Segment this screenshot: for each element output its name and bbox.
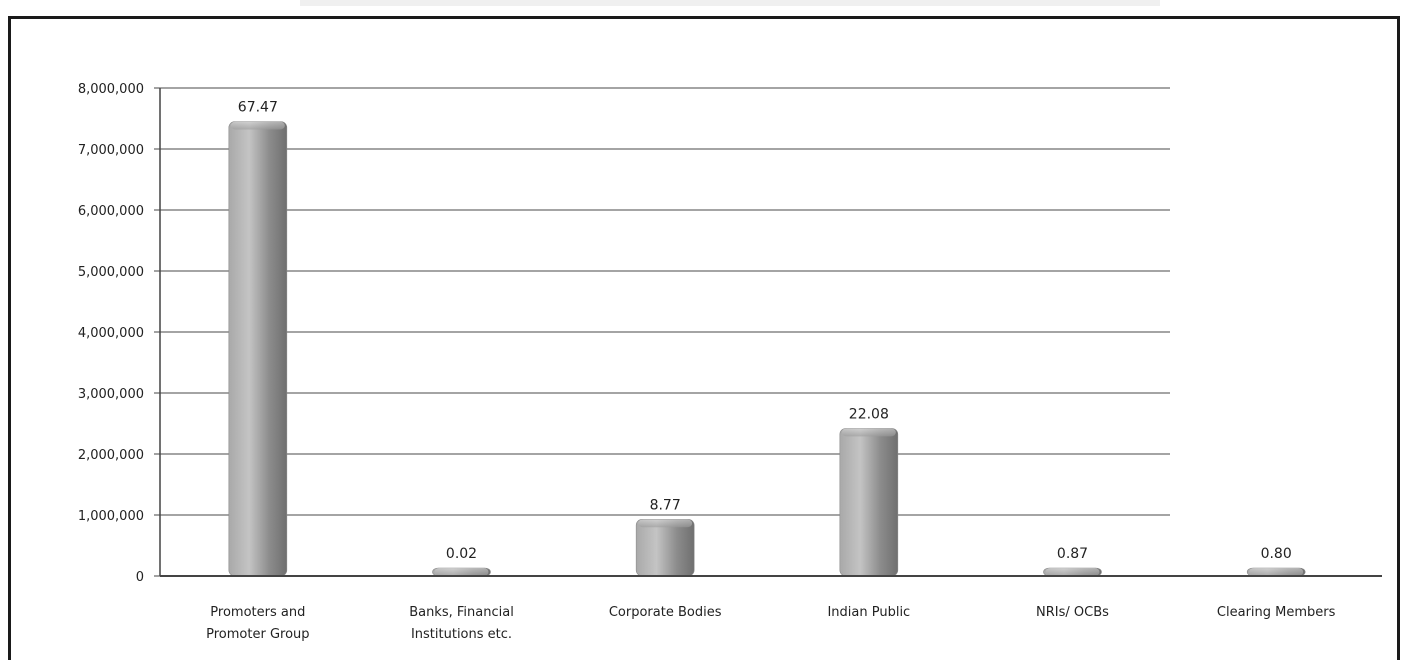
x-tick-label-line: Clearing Members bbox=[1217, 605, 1336, 620]
bar-cap bbox=[638, 519, 693, 528]
y-tick-label: 0 bbox=[136, 570, 144, 585]
x-tick-label: NRIs/ OCBs bbox=[1036, 605, 1109, 620]
y-axis: 0 1,000,000 2,000,000 3,000,000 4,000,000 5,0… bbox=[78, 82, 161, 585]
y-tick-label: 6,000,000 bbox=[78, 204, 144, 219]
gridlines bbox=[160, 87, 1170, 516]
top-strip bbox=[300, 0, 1160, 6]
bar-cap bbox=[1249, 568, 1304, 576]
x-tick-label-line: NRIs/ OCBs bbox=[1036, 605, 1109, 620]
x-tick-label-line: Institutions etc. bbox=[411, 627, 512, 642]
bar bbox=[839, 428, 899, 577]
x-tick-label: Indian Public bbox=[827, 605, 910, 620]
x-tick-label: Promoters and Promoter Group bbox=[206, 605, 309, 642]
y-tick-label: 3,000,000 bbox=[78, 387, 144, 402]
x-tick-label-line: Indian Public bbox=[827, 605, 910, 620]
data-label: 0.80 bbox=[1261, 546, 1292, 562]
y-tick-label: 8,000,000 bbox=[78, 82, 144, 97]
bar bbox=[228, 121, 288, 577]
x-tick-label-line: Promoters and bbox=[210, 605, 305, 620]
data-label: 22.08 bbox=[849, 406, 889, 422]
y-tick-label: 4,000,000 bbox=[78, 326, 144, 341]
x-tick-label: Banks, Financial Institutions etc. bbox=[409, 605, 514, 642]
y-tick-label: 5,000,000 bbox=[78, 265, 144, 280]
bar-cap bbox=[230, 121, 285, 130]
data-label: 8.77 bbox=[650, 497, 681, 513]
x-tick-label: Corporate Bodies bbox=[609, 605, 722, 620]
y-tick-label: 2,000,000 bbox=[78, 448, 144, 463]
x-tick-label-line: Banks, Financial bbox=[409, 605, 514, 620]
bar-cap bbox=[841, 428, 896, 437]
bar-cap bbox=[1045, 568, 1100, 576]
bars bbox=[228, 121, 1306, 577]
data-label: 67.47 bbox=[238, 100, 278, 116]
y-tick-label: 1,000,000 bbox=[78, 509, 144, 524]
data-labels: 67.47 0.02 8.77 22.08 0.87 0.80 bbox=[238, 100, 1292, 562]
x-axis: Promoters and Promoter Group Banks, Financ… bbox=[160, 575, 1382, 642]
x-tick-label: Clearing Members bbox=[1217, 605, 1336, 620]
bar bbox=[635, 518, 695, 577]
x-tick-label-line: Corporate Bodies bbox=[609, 605, 722, 620]
data-label: 0.87 bbox=[1057, 546, 1088, 562]
x-tick-label-line: Promoter Group bbox=[206, 627, 309, 642]
data-label: 0.02 bbox=[446, 546, 477, 562]
bar-cap bbox=[434, 568, 489, 576]
y-tick-label: 7,000,000 bbox=[78, 143, 144, 158]
